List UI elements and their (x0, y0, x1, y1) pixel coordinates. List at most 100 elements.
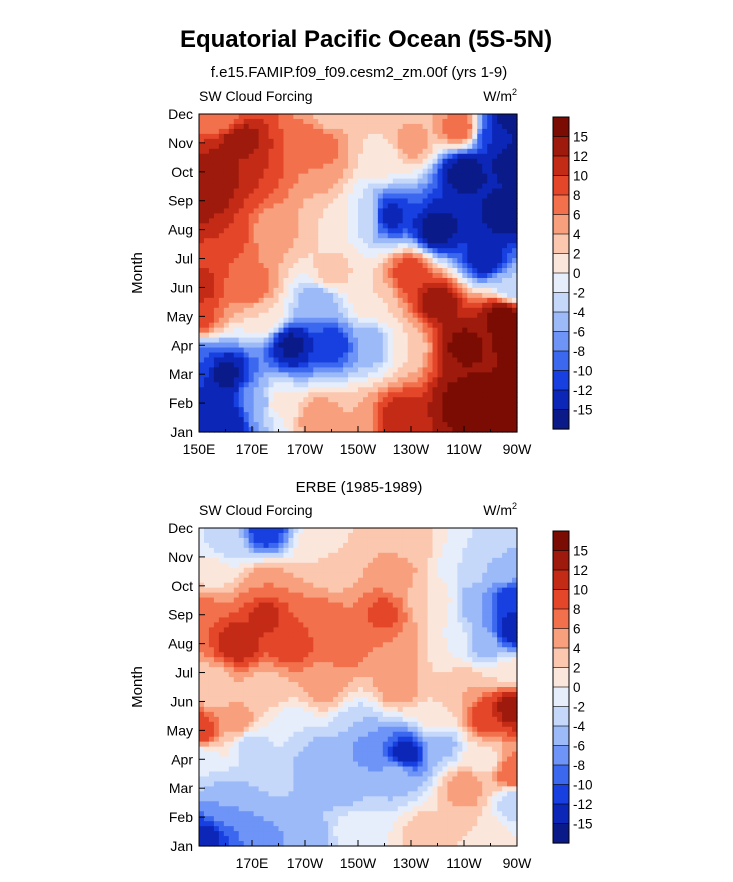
contour-cell (228, 706, 235, 713)
contour-cell (243, 208, 250, 214)
contour-cell (382, 248, 389, 254)
contour-cell (323, 342, 329, 349)
contour-cell (298, 407, 304, 413)
contour-cell (432, 312, 439, 319)
contour-cell (472, 302, 478, 309)
contour-cell (437, 362, 444, 369)
contour-cell (407, 183, 414, 190)
contour-cell (417, 292, 424, 299)
contour-cell (502, 273, 508, 279)
contour-cell (397, 228, 404, 234)
contour-cell (452, 143, 458, 150)
contour-cell (452, 183, 458, 190)
contour-cell (233, 786, 240, 792)
contour-cell (417, 422, 424, 428)
contour-cell (253, 836, 260, 842)
contour-cell (278, 168, 285, 175)
contour-cell (258, 163, 265, 170)
contour-cell (362, 372, 369, 378)
contour-cell (298, 412, 304, 418)
colorbar-swatch (552, 175, 570, 196)
contour-cell (233, 402, 240, 408)
contour-cell (437, 168, 444, 175)
contour-cell (497, 362, 503, 369)
contour-cell (482, 213, 488, 219)
contour-cell (492, 163, 498, 170)
contour-cell (472, 297, 478, 304)
contour-cell (273, 213, 280, 219)
contour-cell (377, 332, 384, 339)
contour-cell (208, 352, 215, 359)
contour-cell (422, 143, 429, 150)
contour-cell (462, 213, 468, 219)
contour-cell (367, 118, 374, 125)
contour-cell (248, 696, 255, 703)
contour-cell (412, 153, 419, 160)
contour-cell (298, 153, 304, 160)
contour-cell (407, 263, 414, 269)
contour-cell (213, 268, 220, 274)
contour-cell (233, 213, 240, 219)
contour-cell (447, 317, 454, 324)
contour-cell (268, 213, 275, 219)
contour-cell (338, 198, 344, 205)
contour-cell (362, 153, 369, 160)
contour-cell (313, 213, 319, 219)
contour-cell (402, 158, 409, 165)
contour-cell (213, 332, 220, 339)
contour-cell (482, 327, 488, 334)
contour-cell (417, 387, 424, 393)
contour-cell (199, 382, 205, 388)
contour-cell (233, 412, 240, 418)
contour-cell (507, 193, 513, 200)
colorbar-label: 0 (573, 266, 581, 281)
contour-cell (482, 248, 488, 254)
contour-cell (387, 133, 394, 140)
contour-cell (502, 263, 508, 269)
contour-cell (507, 208, 513, 214)
contour-cell (203, 577, 210, 584)
contour-cell (243, 342, 250, 349)
contour-cell (243, 567, 250, 574)
contour-cell (477, 407, 483, 413)
contour-cell (437, 372, 444, 378)
contour-cell (407, 143, 414, 150)
contour-cell (233, 332, 240, 339)
contour-cell (387, 128, 394, 135)
contour-cell (248, 153, 255, 160)
contour-cell (402, 417, 409, 423)
contour-cell (358, 387, 364, 393)
contour-cell (253, 547, 260, 554)
contour-cell (348, 277, 354, 284)
contour-cell (248, 592, 255, 599)
contour-cell (228, 203, 235, 210)
contour-cell (303, 342, 309, 349)
contour-cell (353, 357, 359, 364)
contour-cell (377, 143, 384, 150)
contour-cell (273, 322, 280, 329)
contour-cell (258, 687, 265, 693)
contour-cell (238, 407, 245, 413)
contour-cell (223, 701, 230, 708)
contour-cell (283, 407, 290, 413)
contour-cell (308, 352, 314, 359)
contour-cell (343, 114, 349, 120)
contour-cell (203, 781, 210, 787)
contour-cell (343, 302, 349, 309)
contour-cell (243, 188, 250, 195)
contour-cell (377, 273, 384, 279)
contour-cell (258, 542, 265, 549)
contour-cell (203, 701, 210, 708)
contour-cell (263, 114, 270, 120)
contour-cell (253, 183, 260, 190)
contour-cell (268, 233, 275, 239)
contour-cell (512, 118, 518, 125)
contour-cell (487, 158, 493, 165)
contour-cell (278, 263, 285, 269)
contour-cell (263, 248, 270, 254)
contour-cell (353, 258, 359, 264)
contour-cell (298, 312, 304, 319)
contour-cell (228, 602, 235, 609)
contour-cell (482, 268, 488, 274)
contour-cell (422, 183, 429, 190)
